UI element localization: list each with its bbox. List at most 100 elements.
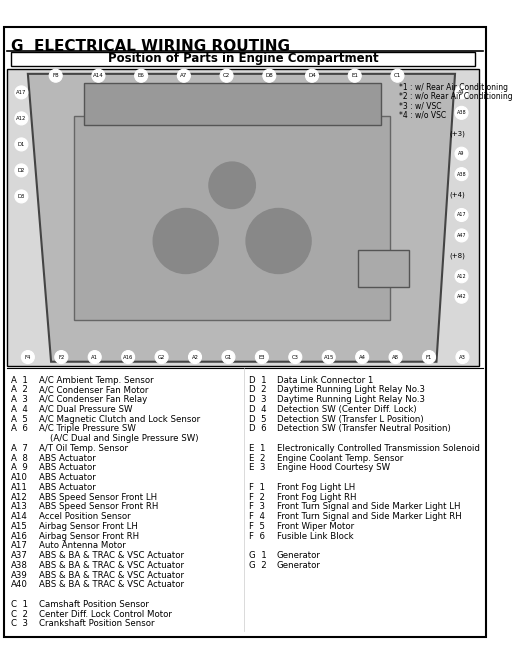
Circle shape	[306, 69, 318, 82]
Text: E1: E1	[352, 73, 358, 78]
Circle shape	[455, 86, 468, 99]
Text: A14: A14	[93, 73, 104, 78]
Text: F  4: F 4	[249, 512, 265, 521]
Text: A4: A4	[359, 355, 366, 360]
Text: A10: A10	[11, 473, 28, 482]
Text: A  1: A 1	[11, 376, 28, 384]
Text: F  3: F 3	[249, 503, 265, 511]
Text: A40: A40	[11, 580, 28, 590]
Circle shape	[322, 351, 335, 364]
Text: Accel Position Sensor: Accel Position Sensor	[39, 512, 131, 521]
Text: A2: A2	[191, 355, 199, 360]
Circle shape	[456, 351, 469, 364]
Text: E3: E3	[259, 355, 265, 360]
Text: Airbag Sensor Front LH: Airbag Sensor Front LH	[39, 522, 138, 531]
Text: Electronically Controlled Transmission Solenoid: Electronically Controlled Transmission S…	[277, 444, 480, 453]
Text: A1: A1	[91, 355, 98, 360]
Text: A  7: A 7	[11, 444, 28, 453]
Text: D  5: D 5	[249, 414, 267, 424]
Circle shape	[455, 147, 468, 160]
Text: D3: D3	[18, 194, 25, 199]
Text: ABS Actuator: ABS Actuator	[39, 463, 96, 472]
Text: A14: A14	[11, 512, 28, 521]
Circle shape	[389, 351, 402, 364]
Text: *1 : w/ Rear Air Conditioning: *1 : w/ Rear Air Conditioning	[399, 83, 509, 92]
Bar	[357, 250, 408, 288]
Text: A12: A12	[11, 493, 28, 501]
Text: ABS & BA & TRAC & VSC Actuator: ABS & BA & TRAC & VSC Actuator	[39, 580, 184, 590]
Text: E  2: E 2	[249, 454, 266, 463]
Text: (A/C Dual and Single Pressure SW): (A/C Dual and Single Pressure SW)	[39, 434, 199, 443]
Bar	[7, 69, 479, 367]
Circle shape	[289, 351, 302, 364]
Text: Fusible Link Block: Fusible Link Block	[277, 532, 354, 540]
Text: C  3: C 3	[11, 620, 28, 628]
Bar	[84, 83, 380, 125]
Text: A17: A17	[457, 212, 466, 218]
Text: G2: G2	[158, 355, 165, 360]
Text: D2: D2	[18, 168, 25, 173]
Text: A/C Triple Pressure SW: A/C Triple Pressure SW	[39, 424, 136, 434]
Text: F  6: F 6	[249, 532, 265, 540]
Text: A9: A9	[458, 151, 465, 156]
Text: Engine Hood Courtesy SW: Engine Hood Courtesy SW	[277, 463, 390, 472]
Text: A/C Condenser Fan Relay: A/C Condenser Fan Relay	[39, 395, 147, 404]
Circle shape	[455, 290, 468, 303]
Text: C  2: C 2	[11, 610, 28, 619]
Text: D  6: D 6	[249, 424, 267, 434]
Text: ABS Actuator: ABS Actuator	[39, 483, 96, 492]
Text: E6: E6	[138, 73, 144, 78]
Circle shape	[246, 208, 311, 274]
Circle shape	[391, 69, 404, 82]
Text: A38: A38	[457, 171, 466, 177]
Text: (+4): (+4)	[450, 191, 465, 198]
Circle shape	[122, 351, 135, 364]
Text: D1: D1	[18, 142, 25, 147]
Text: Data Link Connector 1: Data Link Connector 1	[277, 376, 373, 384]
Circle shape	[15, 86, 28, 99]
Circle shape	[423, 351, 435, 364]
Text: ABS Actuator: ABS Actuator	[39, 473, 96, 482]
Text: Front Wiper Motor: Front Wiper Motor	[277, 522, 354, 531]
Text: C2: C2	[223, 73, 230, 78]
Circle shape	[209, 162, 256, 208]
Circle shape	[55, 351, 68, 364]
Text: A9: A9	[458, 90, 465, 95]
Text: Engine Coolant Temp. Sensor: Engine Coolant Temp. Sensor	[277, 454, 403, 463]
Circle shape	[263, 69, 276, 82]
Text: A/C Dual Pressure SW: A/C Dual Pressure SW	[39, 405, 132, 414]
Text: C1: C1	[394, 73, 401, 78]
Circle shape	[22, 351, 34, 364]
Text: Crankshaft Position Sensor: Crankshaft Position Sensor	[39, 620, 154, 628]
Text: ABS Speed Sensor Front LH: ABS Speed Sensor Front LH	[39, 493, 157, 501]
Text: A  3: A 3	[11, 395, 28, 404]
Text: A15: A15	[11, 522, 28, 531]
Bar	[11, 52, 475, 66]
Text: F  5: F 5	[249, 522, 265, 531]
Text: A  9: A 9	[11, 463, 28, 472]
Text: D  2: D 2	[249, 385, 267, 394]
Text: A39: A39	[11, 570, 28, 580]
Text: A/C Magnetic Clutch and Lock Sensor: A/C Magnetic Clutch and Lock Sensor	[39, 414, 200, 424]
Text: A47: A47	[457, 233, 466, 238]
Text: A/C Condenser Fan Motor: A/C Condenser Fan Motor	[39, 385, 149, 394]
Circle shape	[15, 164, 28, 177]
Text: F4: F4	[25, 355, 31, 360]
Text: A12: A12	[457, 274, 466, 279]
Text: Detection SW (Center Diff. Lock): Detection SW (Center Diff. Lock)	[277, 405, 416, 414]
Text: Front Fog Light LH: Front Fog Light LH	[277, 483, 355, 492]
Text: A8: A8	[392, 355, 399, 360]
Text: C  1: C 1	[11, 600, 28, 609]
Text: Front Turn Signal and Side Marker Light RH: Front Turn Signal and Side Marker Light …	[277, 512, 462, 521]
Circle shape	[88, 351, 101, 364]
Text: ABS & BA & TRAC & VSC Actuator: ABS & BA & TRAC & VSC Actuator	[39, 551, 184, 560]
Text: F1: F1	[426, 355, 432, 360]
Text: A  4: A 4	[11, 405, 28, 414]
Text: A  2: A 2	[11, 385, 28, 394]
Circle shape	[15, 190, 28, 203]
Circle shape	[455, 208, 468, 222]
Text: *4 : w/o VSC: *4 : w/o VSC	[399, 111, 446, 120]
Text: A15: A15	[324, 355, 334, 360]
Text: (+8): (+8)	[450, 252, 465, 259]
Text: D4: D4	[308, 73, 316, 78]
